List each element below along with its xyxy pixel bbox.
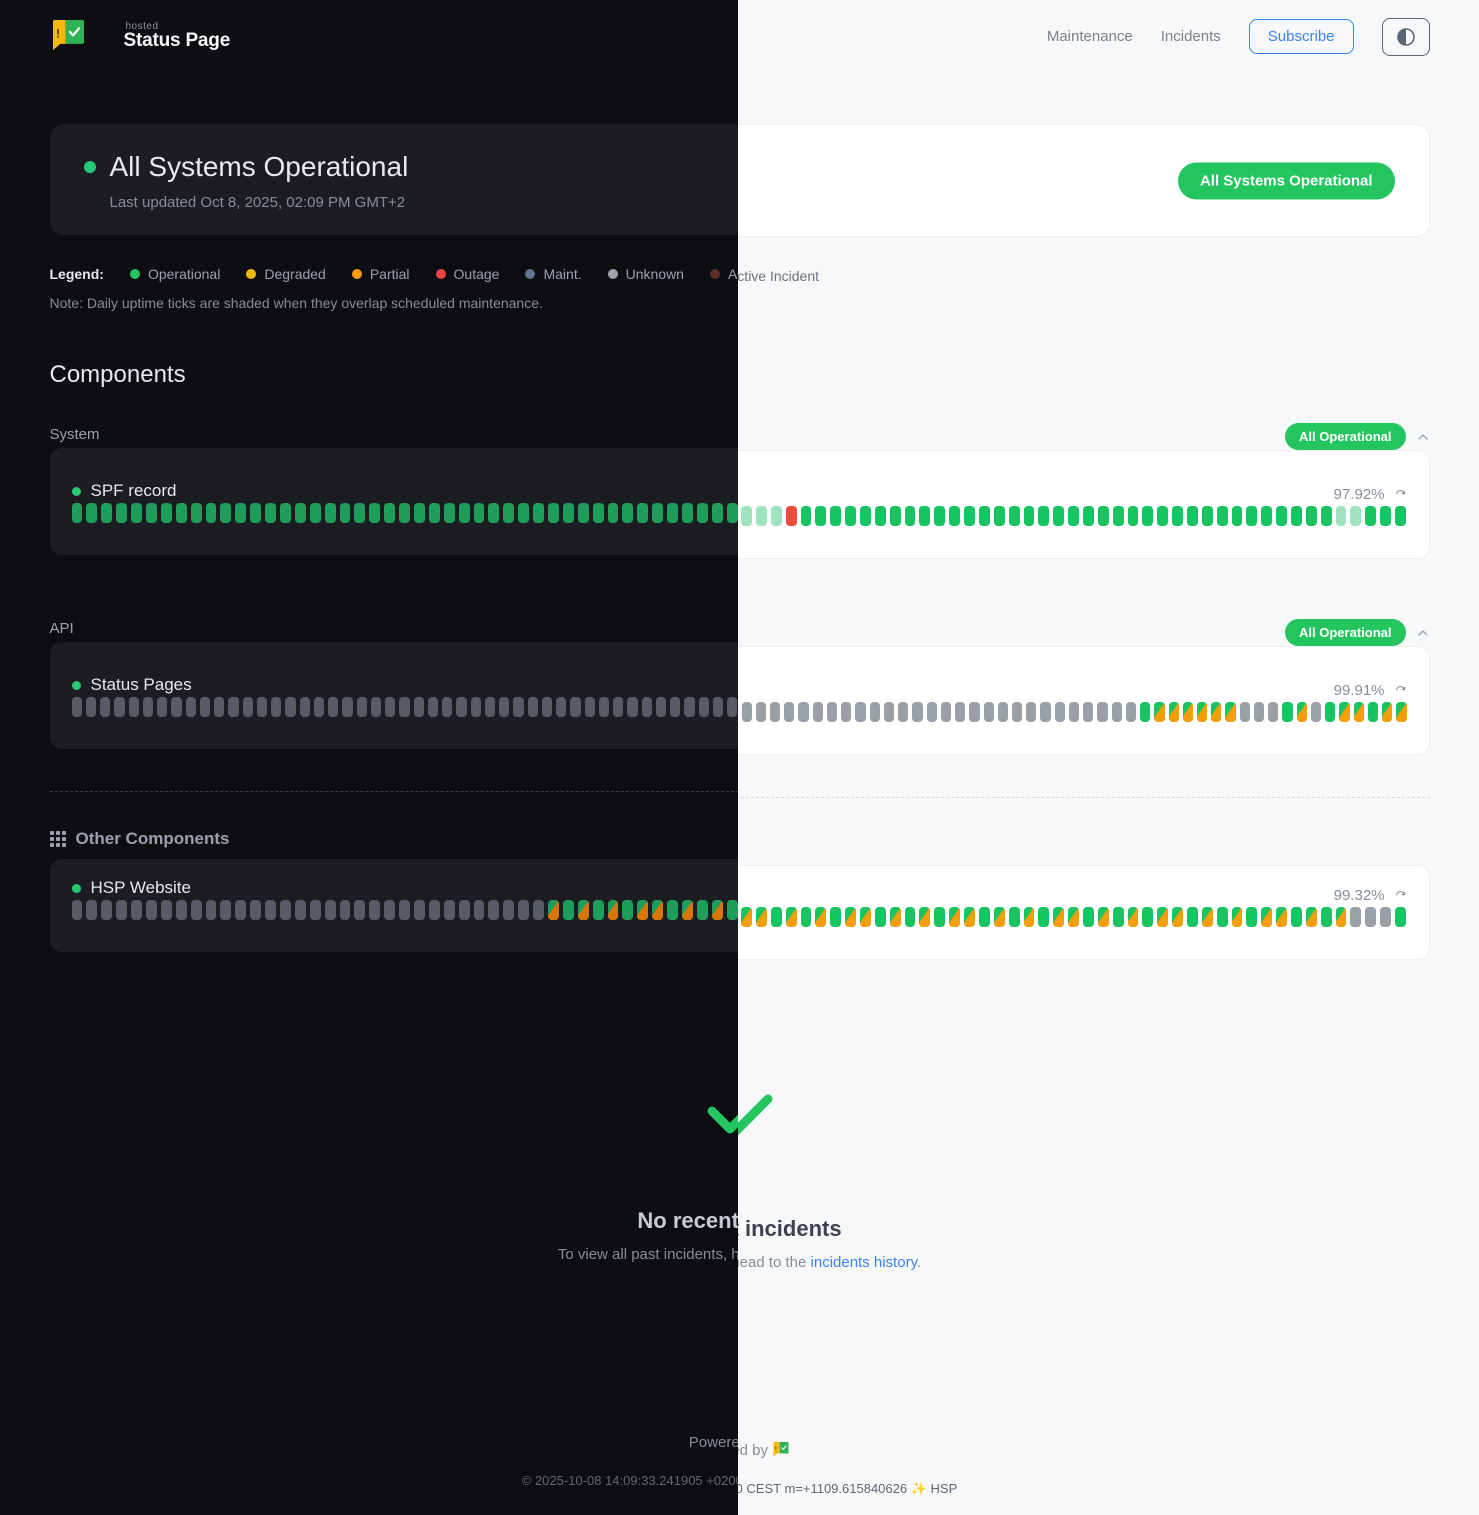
svg-text:!: ! xyxy=(775,1446,777,1452)
svg-text:!: ! xyxy=(55,26,59,40)
